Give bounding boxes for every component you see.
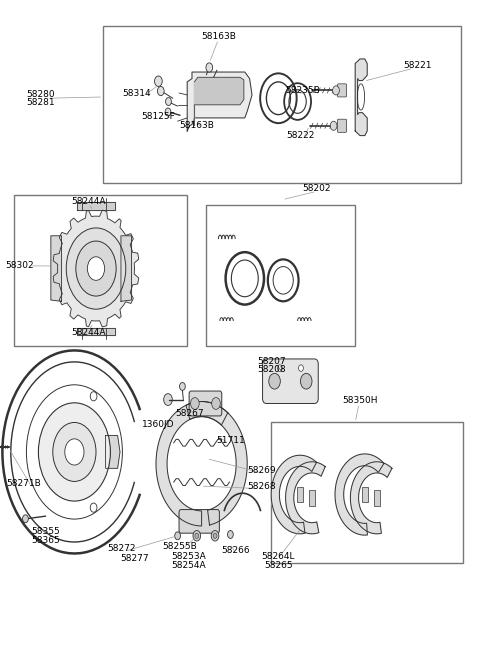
Text: 58208: 58208 (257, 365, 286, 374)
Bar (374, 490, 380, 506)
Text: 58163B: 58163B (201, 31, 236, 41)
Polygon shape (51, 236, 61, 301)
Polygon shape (106, 436, 120, 468)
Circle shape (90, 503, 97, 512)
Polygon shape (186, 402, 247, 525)
Circle shape (65, 439, 84, 465)
Text: 1360JD: 1360JD (142, 420, 175, 429)
Circle shape (333, 86, 339, 95)
FancyBboxPatch shape (337, 119, 347, 132)
Bar (103, 26, 461, 183)
Text: 58302: 58302 (5, 261, 34, 271)
Polygon shape (77, 202, 115, 210)
Circle shape (157, 86, 164, 96)
Text: 58314: 58314 (122, 88, 151, 98)
Polygon shape (286, 462, 325, 534)
Polygon shape (194, 77, 244, 126)
Bar (14, 195, 187, 346)
Polygon shape (156, 402, 228, 526)
Circle shape (330, 121, 337, 130)
Bar (297, 487, 303, 502)
Circle shape (175, 532, 180, 540)
Circle shape (38, 403, 110, 501)
Text: 58255B: 58255B (163, 542, 197, 552)
Circle shape (206, 63, 213, 72)
Circle shape (211, 531, 219, 541)
Circle shape (53, 422, 96, 481)
Text: 58222: 58222 (286, 131, 314, 140)
Circle shape (191, 398, 199, 409)
Text: 58221: 58221 (403, 61, 432, 70)
FancyBboxPatch shape (179, 510, 219, 533)
Circle shape (228, 531, 233, 538)
Circle shape (66, 228, 126, 309)
Text: 58280: 58280 (26, 90, 55, 99)
Text: 58265: 58265 (264, 561, 293, 570)
Circle shape (87, 257, 105, 280)
FancyBboxPatch shape (337, 84, 347, 97)
Polygon shape (350, 462, 392, 534)
Text: 51711: 51711 (216, 436, 245, 445)
Text: 58355: 58355 (31, 527, 60, 536)
Text: 58266: 58266 (221, 546, 250, 555)
Circle shape (166, 98, 171, 105)
Polygon shape (335, 454, 384, 535)
Text: 58350H: 58350H (342, 396, 378, 405)
Text: 58365: 58365 (31, 536, 60, 545)
Polygon shape (77, 328, 115, 335)
Circle shape (213, 533, 217, 538)
FancyBboxPatch shape (263, 359, 318, 403)
Circle shape (212, 398, 220, 409)
Text: 58253A: 58253A (171, 552, 206, 561)
Text: 58235B: 58235B (285, 86, 320, 95)
Text: 58268: 58268 (247, 481, 276, 491)
Circle shape (299, 365, 303, 371)
Circle shape (165, 108, 171, 116)
Text: 58271B: 58271B (7, 479, 41, 488)
Bar (206, 205, 355, 346)
Circle shape (195, 533, 199, 538)
Text: 58244A: 58244A (72, 328, 106, 337)
Bar (362, 487, 368, 502)
Text: 58281: 58281 (26, 98, 55, 107)
Circle shape (90, 392, 97, 401)
Circle shape (76, 241, 116, 296)
Polygon shape (271, 455, 316, 534)
Circle shape (277, 365, 282, 371)
Circle shape (269, 373, 280, 389)
Text: 58272: 58272 (107, 544, 136, 553)
Text: 58207: 58207 (257, 357, 286, 366)
Text: 58267: 58267 (175, 409, 204, 419)
Circle shape (193, 531, 201, 541)
Polygon shape (53, 210, 139, 327)
Circle shape (23, 515, 28, 523)
Polygon shape (355, 59, 367, 136)
Circle shape (300, 373, 312, 389)
Text: 58244A: 58244A (72, 196, 106, 206)
Text: 58269: 58269 (247, 466, 276, 475)
Text: 58264L: 58264L (262, 552, 295, 561)
Bar (309, 490, 315, 506)
Circle shape (164, 394, 172, 405)
Text: 58163B: 58163B (180, 121, 214, 130)
Text: 58277: 58277 (120, 553, 149, 563)
Text: 58202: 58202 (302, 184, 331, 193)
Polygon shape (121, 236, 132, 301)
Bar (271, 422, 463, 563)
FancyBboxPatch shape (189, 391, 222, 416)
Text: 58125F: 58125F (142, 112, 175, 121)
Polygon shape (187, 72, 252, 131)
Circle shape (180, 383, 185, 390)
Text: 58254A: 58254A (171, 561, 206, 570)
Circle shape (155, 76, 162, 86)
